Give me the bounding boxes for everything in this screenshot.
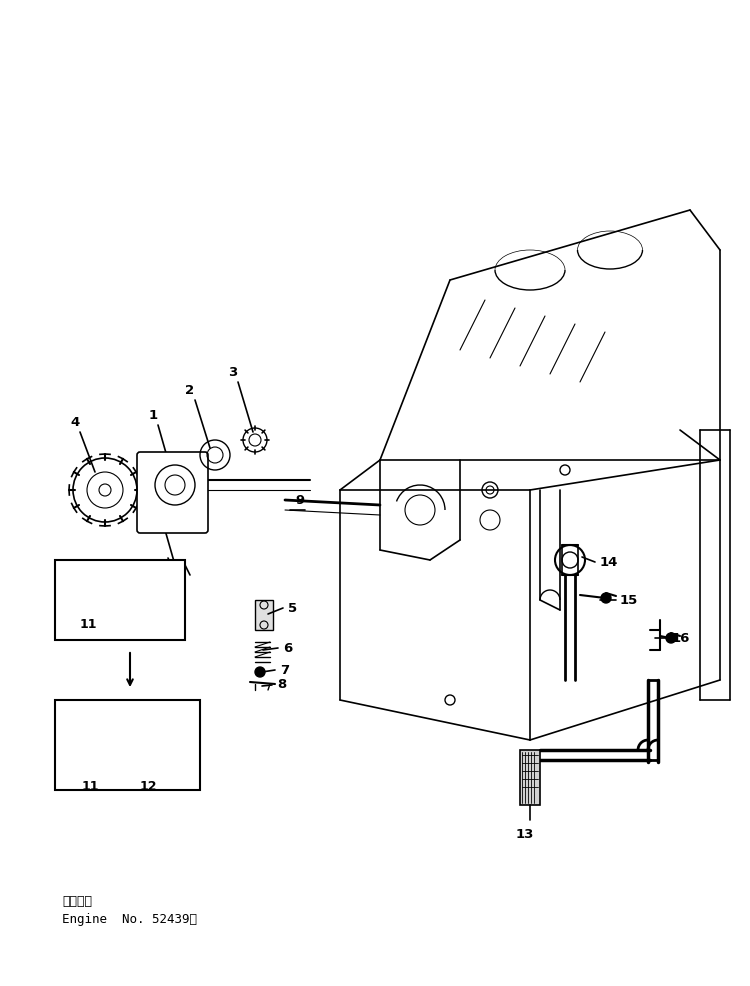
Circle shape: [666, 633, 676, 643]
Text: 1: 1: [148, 409, 158, 422]
Text: 10: 10: [160, 575, 179, 588]
Circle shape: [601, 593, 611, 603]
Text: 14: 14: [600, 555, 618, 569]
Bar: [55, 560, 185, 640]
Text: 3: 3: [228, 366, 238, 379]
Text: 6: 6: [283, 642, 292, 655]
Bar: [520, 750, 540, 805]
Text: 適用号機: 適用号機: [62, 895, 92, 908]
Circle shape: [255, 667, 265, 677]
Bar: [55, 700, 200, 790]
Text: 12: 12: [140, 780, 157, 793]
Text: 11: 11: [80, 618, 97, 631]
Text: Engine  No. 52439～: Engine No. 52439～: [62, 913, 197, 926]
Bar: [255, 600, 273, 630]
Text: 9: 9: [295, 494, 304, 507]
Text: 5: 5: [288, 601, 297, 614]
Text: 2: 2: [185, 384, 194, 397]
Text: 16: 16: [672, 631, 690, 645]
Text: 7: 7: [280, 664, 290, 676]
Text: 11: 11: [81, 780, 99, 793]
Text: 15: 15: [620, 594, 638, 606]
Text: 4: 4: [70, 416, 80, 429]
FancyBboxPatch shape: [137, 452, 208, 533]
Text: 13: 13: [516, 828, 534, 841]
Text: 8: 8: [277, 678, 286, 691]
